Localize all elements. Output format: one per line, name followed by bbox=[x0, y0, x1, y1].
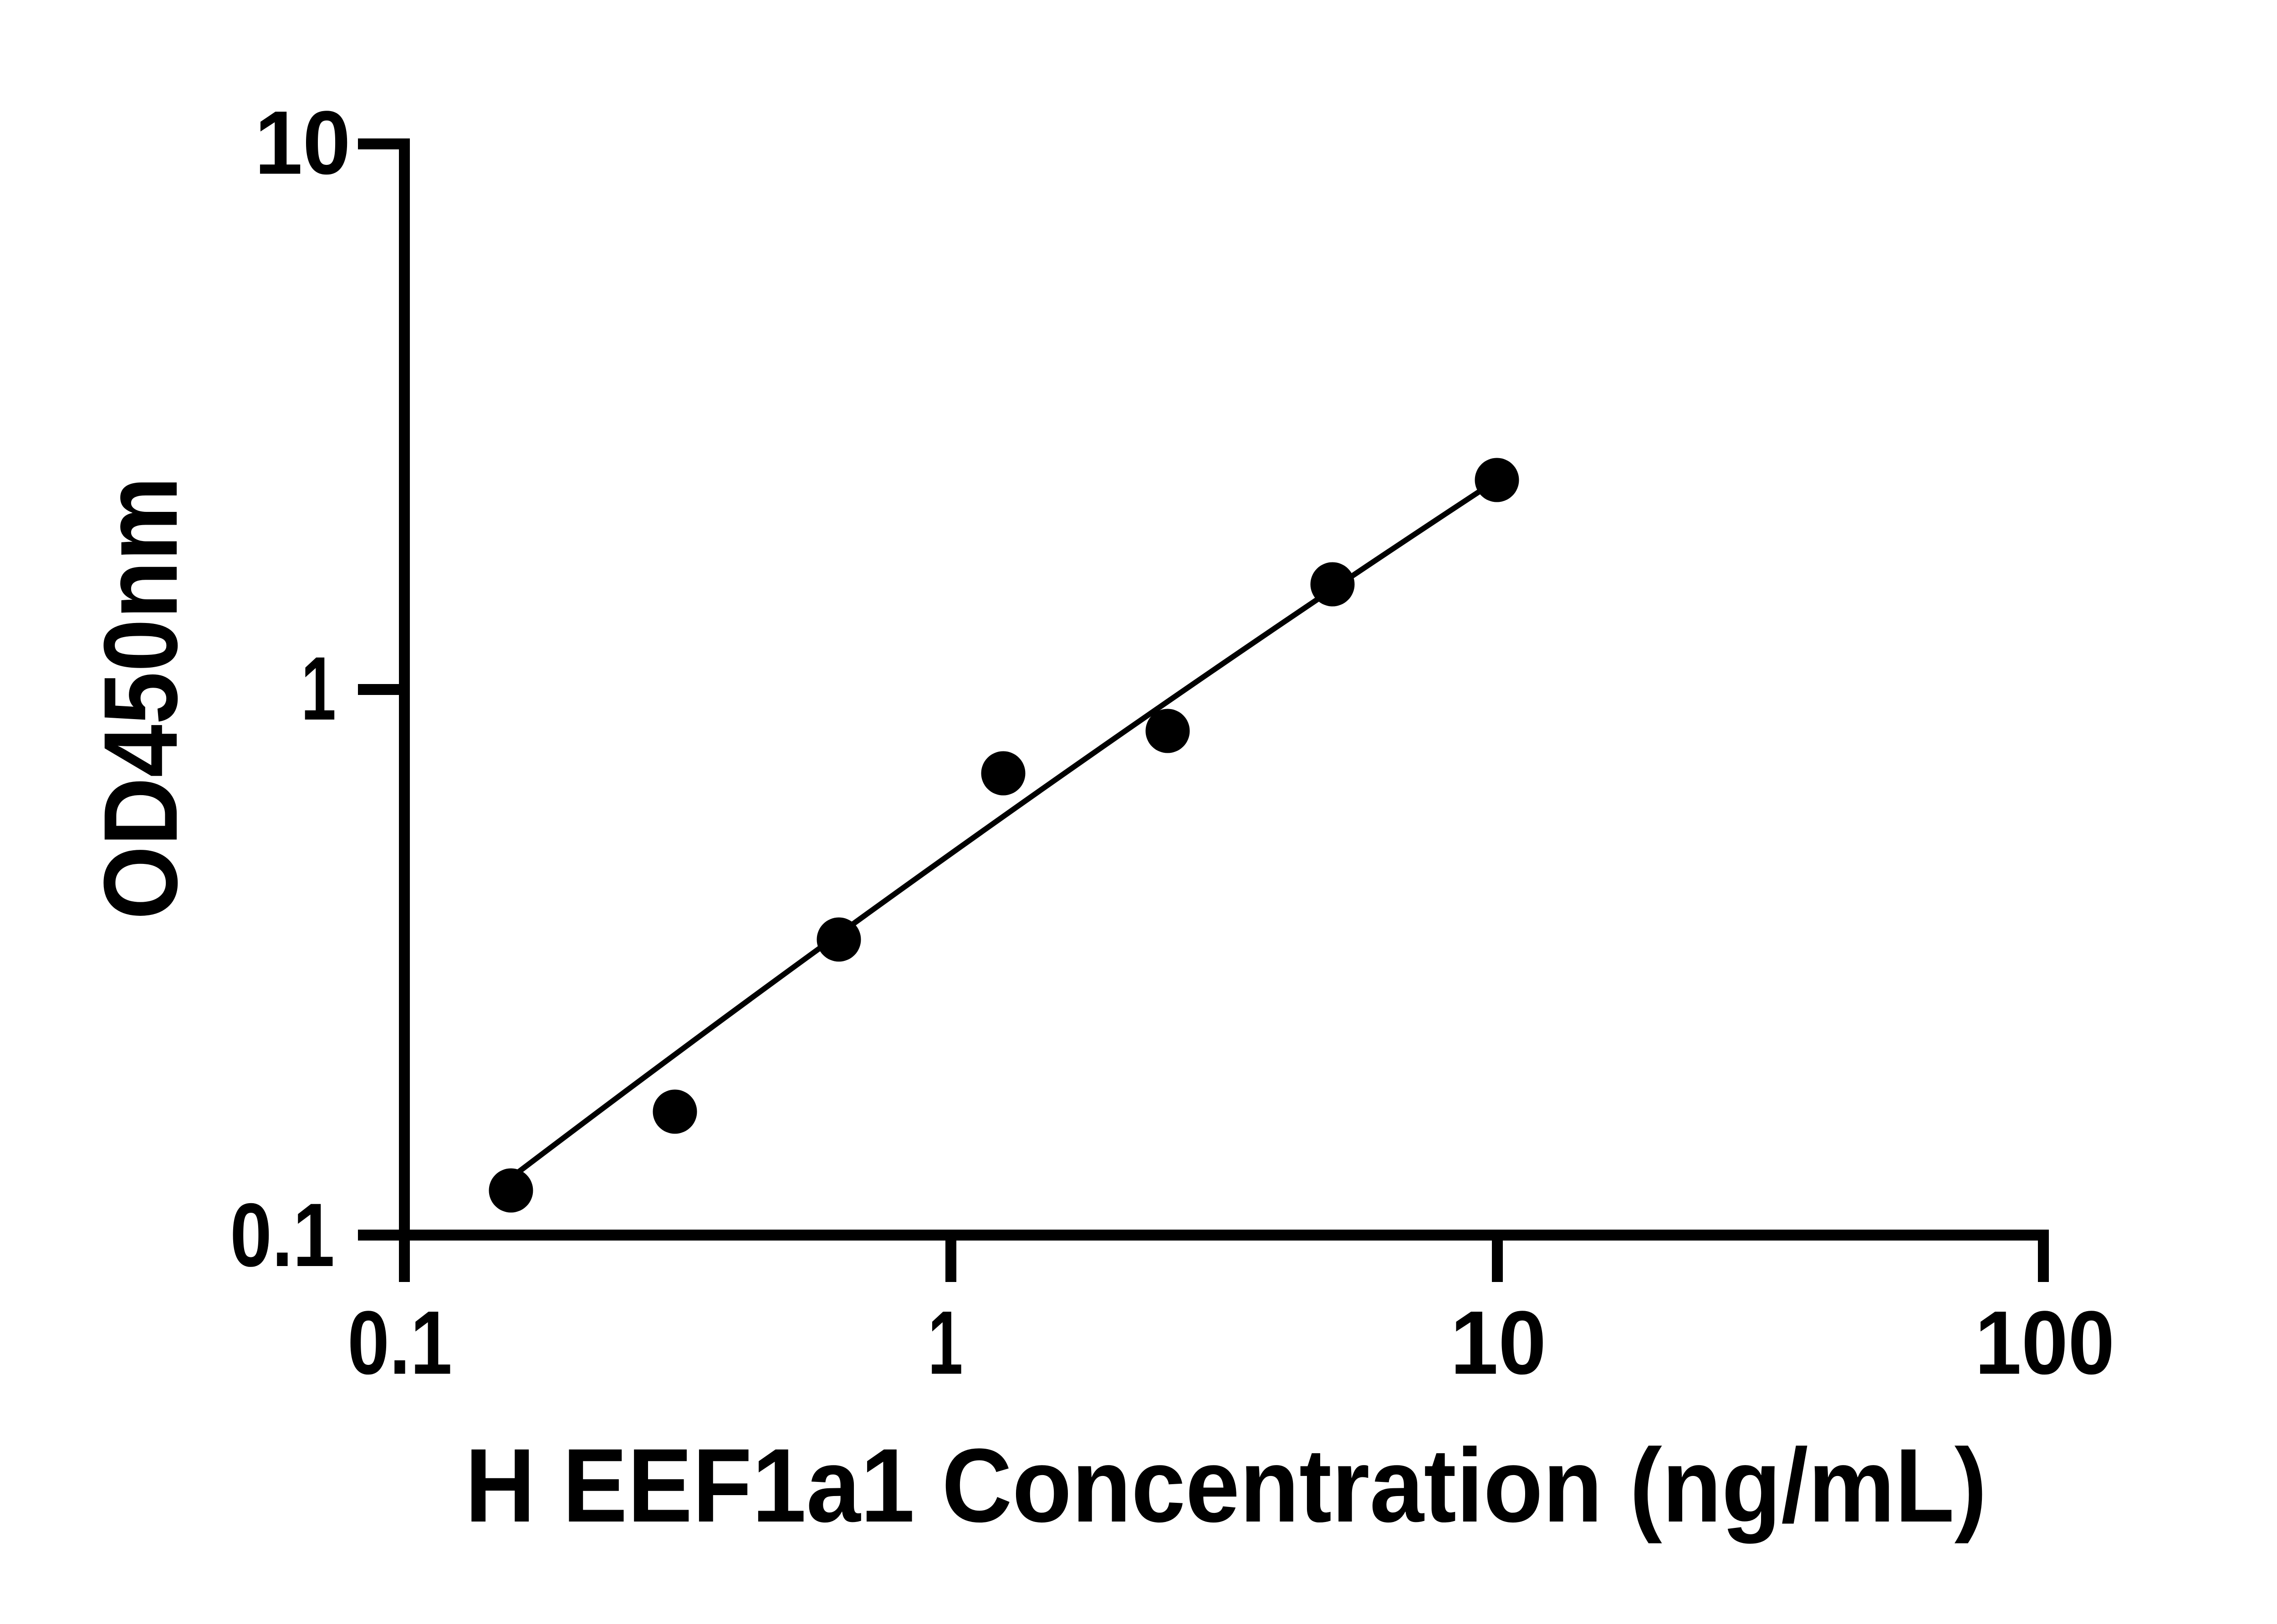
svg-text:100: 100 bbox=[1975, 1292, 2115, 1393]
svg-text:OD450nm: OD450nm bbox=[82, 477, 199, 920]
svg-text:0.1: 0.1 bbox=[230, 1185, 335, 1285]
svg-text:1: 1 bbox=[928, 1292, 963, 1393]
svg-text:0.1: 0.1 bbox=[347, 1292, 452, 1393]
svg-text:H EEF1a1 Concentration (ng/mL): H EEF1a1 Concentration (ng/mL) bbox=[465, 1427, 1987, 1544]
svg-text:1: 1 bbox=[301, 638, 336, 739]
svg-text:10: 10 bbox=[1450, 1292, 1547, 1393]
svg-text:10: 10 bbox=[255, 92, 351, 193]
